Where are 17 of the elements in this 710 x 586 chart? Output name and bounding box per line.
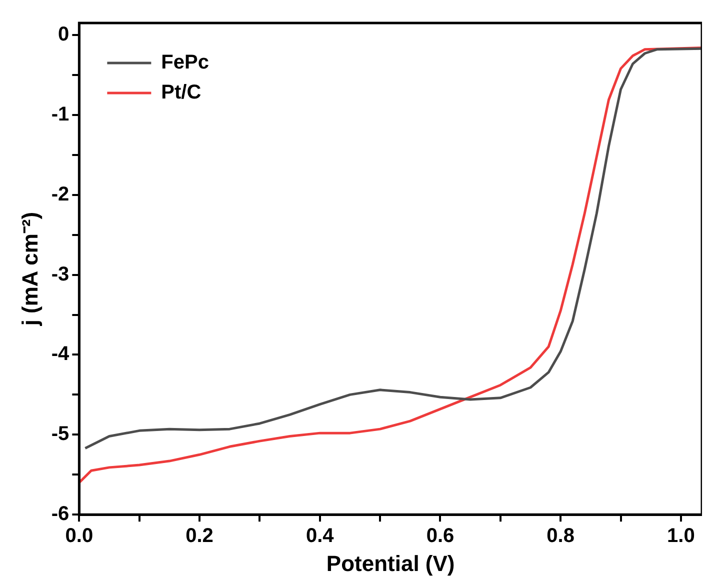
x-axis-title: Potential (V) bbox=[326, 550, 455, 576]
y-tick-label: -3 bbox=[51, 263, 70, 286]
x-tick-label: 0.0 bbox=[65, 525, 94, 548]
y-tick-label: -6 bbox=[51, 503, 70, 526]
y-tick-label: 0 bbox=[58, 24, 70, 46]
y-tick-label: -1 bbox=[51, 103, 70, 126]
x-tick-label: 0.8 bbox=[546, 525, 574, 548]
x-tick-label: 0.6 bbox=[426, 525, 454, 548]
y-tick-label: -5 bbox=[51, 423, 70, 446]
x-tick-label: 0.2 bbox=[186, 525, 214, 548]
y-tick-label: -4 bbox=[51, 343, 70, 366]
y-axis-title: j (mA cm⁻²) bbox=[17, 212, 42, 327]
x-tick-label: 0.4 bbox=[306, 525, 335, 548]
legend-label: Pt/C bbox=[161, 82, 202, 104]
legend-label: FePc bbox=[161, 52, 209, 74]
x-tick-label: 1.0 bbox=[667, 525, 695, 548]
y-tick-label: -2 bbox=[51, 183, 70, 206]
